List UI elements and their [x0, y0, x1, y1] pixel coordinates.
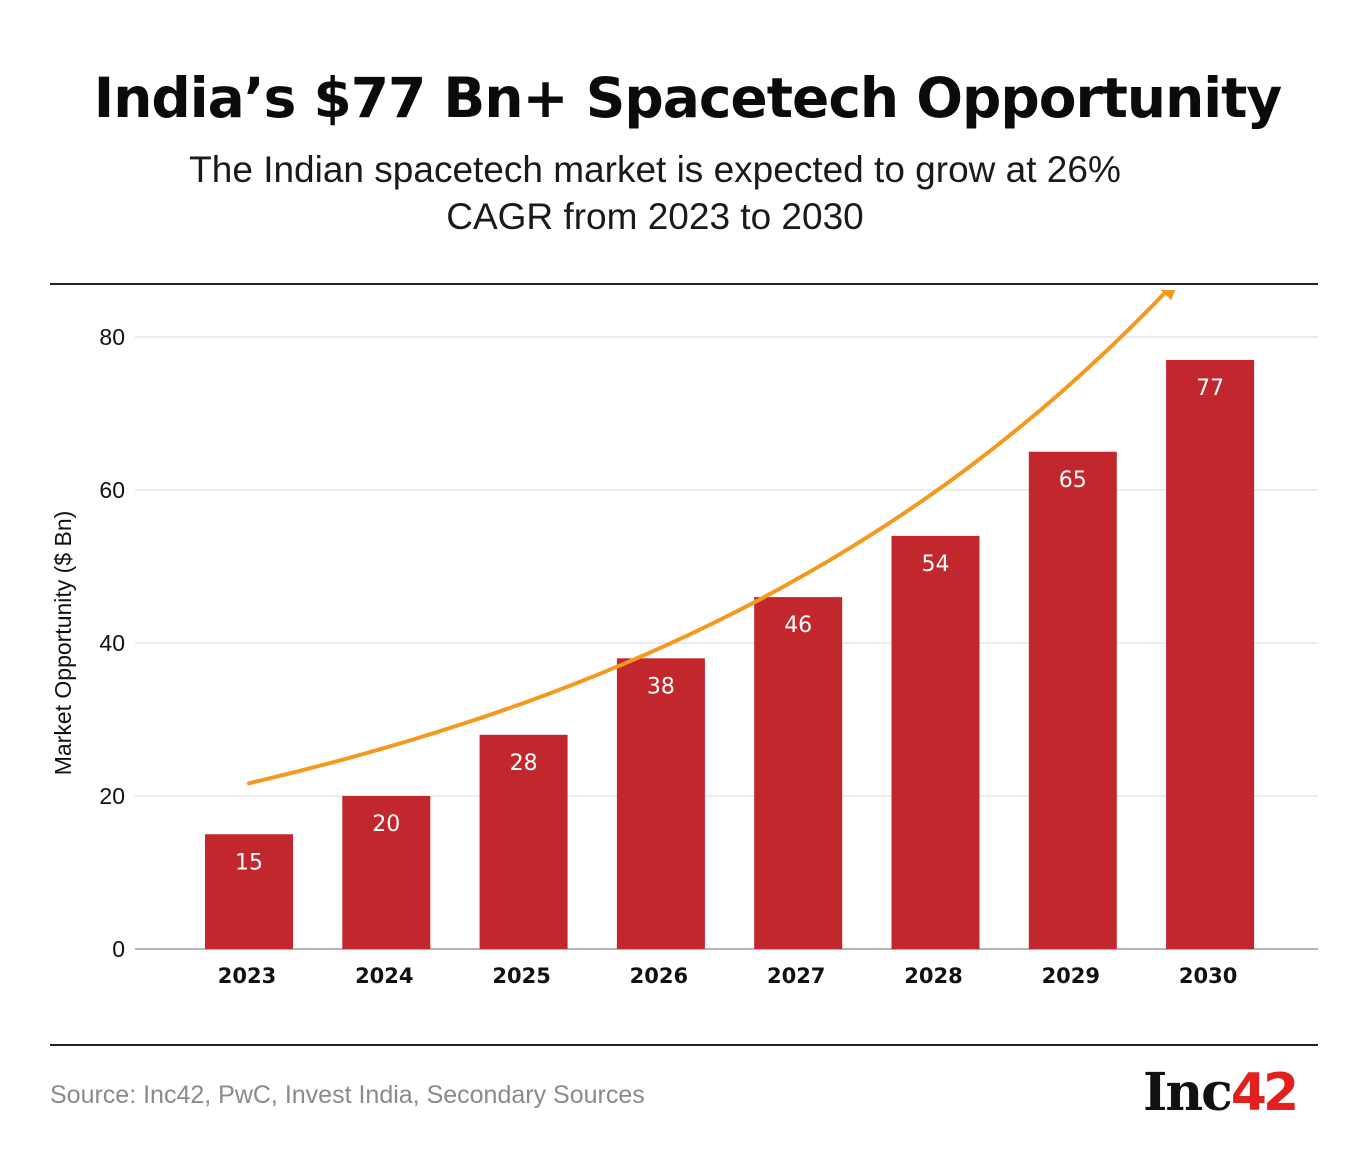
bar-value-label: 54: [922, 552, 950, 577]
top-divider: [50, 283, 1318, 285]
y-tick-label: 0: [112, 936, 125, 962]
bar-value-label: 38: [647, 674, 675, 699]
bar-value-label: 77: [1196, 376, 1224, 401]
y-tick-label: 80: [99, 324, 125, 350]
x-tick-label: 2024: [355, 964, 413, 988]
bar-value-label: 46: [784, 613, 812, 638]
bar-value-label: 20: [372, 812, 400, 837]
trend-arrow: [247, 290, 1176, 786]
bar: [342, 796, 431, 949]
y-tick-label: 40: [99, 630, 125, 656]
x-tick-label: 2028: [904, 964, 962, 988]
y-axis-label: Market Opportunity ($ Bn): [50, 511, 76, 776]
bar: [754, 597, 843, 949]
x-tick-label: 2023: [218, 964, 276, 988]
bar-value-label: 65: [1059, 468, 1087, 493]
source-note: Source: Inc42, PwC, Invest India, Second…: [50, 1081, 645, 1109]
trend-line: [247, 290, 1171, 786]
x-tick-label: 2030: [1179, 964, 1237, 988]
bar: [616, 658, 705, 949]
bar: [205, 834, 293, 949]
bar: [479, 734, 568, 949]
y-axis-ticks: 0 20 40 60 80: [99, 324, 125, 962]
bar: [1028, 451, 1117, 949]
bottom-divider: [50, 1044, 1318, 1046]
y-tick-label: 20: [99, 783, 125, 809]
x-tick-label: 2027: [767, 964, 825, 988]
bar: [891, 535, 980, 949]
logo-number: 42: [1230, 1063, 1299, 1123]
chart-subtitle: The Indian spacetech market is expected …: [130, 146, 1180, 240]
bar: [1166, 359, 1255, 949]
bars: [205, 359, 1255, 949]
subtitle-line-2: CAGR from 2023 to 2030: [446, 196, 864, 237]
grid-lines: [135, 336, 1318, 950]
y-tick-label: 60: [99, 477, 125, 503]
chart-title: India’s $77 Bn+ Spacetech Opportunity: [93, 66, 1283, 130]
subtitle-line-1: The Indian spacetech market is expected …: [189, 149, 1121, 190]
x-tick-label: 2029: [1042, 964, 1100, 988]
bar-value-label: 28: [510, 751, 538, 776]
inc42-logo: Inc42: [1143, 1062, 1323, 1123]
logo-text: Inc: [1143, 1062, 1233, 1123]
bar-value-label: 15: [235, 850, 263, 875]
trend-arrowhead: [1160, 290, 1176, 301]
x-tick-label: 2025: [492, 964, 550, 988]
x-tick-label: 2026: [630, 964, 688, 988]
bar-value-labels: 15 20 28 38 46 54 65 77: [235, 376, 1224, 875]
x-axis-ticks: 2023 2024 2025 2026 2027 2028 2029 2030: [218, 964, 1238, 988]
